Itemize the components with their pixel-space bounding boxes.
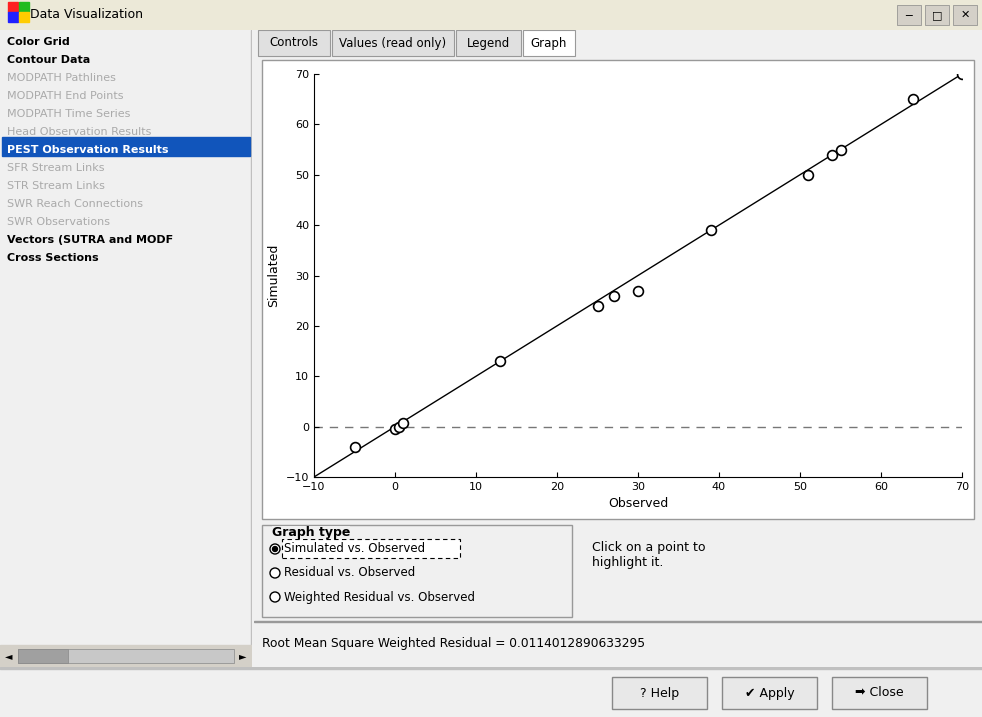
Bar (722, 677, 817, 709)
Text: SWR Observations: SWR Observations (7, 217, 110, 227)
Text: □: □ (932, 10, 943, 20)
Bar (251, 30, 252, 667)
Bar (262, 60, 974, 519)
Text: ✕: ✕ (960, 10, 969, 20)
Point (833, 144, 848, 156)
Y-axis label: Simulated: Simulated (267, 244, 280, 307)
Point (387, 424, 403, 435)
Bar (254, 621, 982, 667)
Bar (262, 525, 572, 617)
Bar (258, 30, 330, 56)
Point (391, 421, 407, 432)
Circle shape (270, 568, 280, 578)
Point (905, 93, 921, 105)
Text: Data Visualization: Data Visualization (30, 9, 143, 22)
Text: Simulated vs. Observed: Simulated vs. Observed (284, 543, 425, 556)
Bar (8, 2, 18, 12)
Text: ? Help: ? Help (640, 686, 680, 700)
Bar (18, 649, 234, 663)
Text: Graph type: Graph type (272, 526, 351, 539)
Circle shape (270, 592, 280, 602)
Text: ✔ Apply: ✔ Apply (744, 686, 794, 700)
Text: Graph: Graph (531, 37, 568, 49)
Text: Vectors (SUTRA and MODF: Vectors (SUTRA and MODF (7, 235, 173, 245)
Point (589, 300, 605, 311)
Text: Color Grid: Color Grid (7, 37, 70, 47)
Bar (8, 12, 18, 22)
Point (800, 169, 816, 181)
Text: Cross Sections: Cross Sections (7, 253, 98, 263)
Text: PEST Observation Results: PEST Observation Results (7, 145, 169, 155)
Bar (0, 667, 982, 669)
Text: Weighted Residual vs. Observed: Weighted Residual vs. Observed (284, 591, 475, 604)
Text: SFR Stream Links: SFR Stream Links (7, 163, 104, 173)
Bar (612, 677, 707, 709)
Bar (0, 645, 252, 667)
Text: Click on a point to
highlight it.: Click on a point to highlight it. (592, 541, 705, 569)
Bar (456, 30, 521, 56)
X-axis label: Observed: Observed (608, 498, 668, 511)
Point (825, 149, 841, 161)
Point (395, 417, 410, 428)
Bar (832, 677, 927, 709)
Text: STR Stream Links: STR Stream Links (7, 181, 105, 191)
Circle shape (272, 546, 278, 551)
Circle shape (270, 544, 280, 554)
Text: ►: ► (240, 651, 246, 661)
Text: Values (read only): Values (read only) (340, 37, 447, 49)
Text: ─: ─ (905, 10, 912, 20)
Text: MODPATH End Points: MODPATH End Points (7, 91, 124, 101)
Text: Legend: Legend (466, 37, 510, 49)
Point (630, 285, 646, 296)
Text: Head Observation Results: Head Observation Results (7, 127, 151, 137)
Bar (2, 137, 250, 156)
Text: Root Mean Square Weighted Residual = 0.0114012890633295: Root Mean Square Weighted Residual = 0.0… (262, 637, 645, 650)
Bar (254, 621, 982, 622)
Bar (19, 12, 29, 22)
Bar (332, 30, 454, 56)
Bar (897, 5, 921, 25)
Bar (925, 5, 949, 25)
Text: ➡ Close: ➡ Close (855, 686, 903, 700)
Point (703, 224, 719, 236)
Point (606, 290, 622, 301)
Point (955, 68, 970, 80)
Text: Contour Data: Contour Data (7, 55, 90, 65)
Text: MODPATH Pathlines: MODPATH Pathlines (7, 73, 116, 83)
Point (347, 441, 362, 452)
Text: Controls: Controls (269, 37, 318, 49)
Bar (282, 539, 460, 558)
Bar (523, 30, 575, 56)
Text: SWR Reach Connections: SWR Reach Connections (7, 199, 143, 209)
Bar (19, 2, 29, 12)
Bar (953, 5, 977, 25)
Bar (18, 649, 68, 663)
Point (492, 356, 508, 367)
Text: ◄: ◄ (5, 651, 13, 661)
Text: Residual vs. Observed: Residual vs. Observed (284, 566, 415, 579)
Text: MODPATH Time Series: MODPATH Time Series (7, 109, 131, 119)
